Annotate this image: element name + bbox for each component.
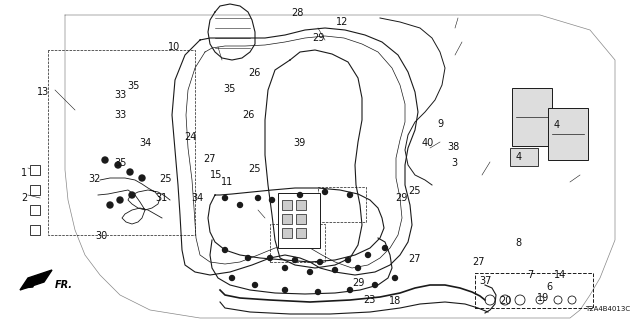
Circle shape	[246, 255, 250, 260]
Text: 30: 30	[95, 231, 108, 241]
Bar	[548, 108, 588, 160]
Text: 6: 6	[546, 282, 552, 292]
Circle shape	[333, 268, 337, 273]
Bar	[475, 273, 593, 308]
Text: 20: 20	[499, 296, 512, 307]
Bar	[30, 185, 40, 195]
Circle shape	[223, 196, 227, 201]
Circle shape	[348, 193, 353, 197]
Bar	[510, 148, 538, 166]
Text: 18: 18	[389, 296, 402, 307]
Circle shape	[127, 169, 133, 175]
Circle shape	[346, 258, 351, 262]
Circle shape	[139, 175, 145, 181]
Circle shape	[255, 196, 260, 201]
Circle shape	[355, 266, 360, 270]
Text: 7: 7	[527, 269, 533, 280]
Text: 26: 26	[248, 68, 261, 78]
Text: 25: 25	[159, 173, 172, 184]
Circle shape	[323, 189, 328, 195]
Text: 25: 25	[248, 164, 261, 174]
Circle shape	[268, 255, 273, 260]
Circle shape	[282, 287, 287, 292]
Circle shape	[107, 202, 113, 208]
Text: 24: 24	[184, 132, 197, 142]
Bar	[296, 200, 306, 210]
Circle shape	[316, 290, 321, 294]
Text: 13: 13	[37, 87, 50, 97]
Text: 33: 33	[114, 109, 127, 120]
Text: 25: 25	[408, 186, 421, 196]
Bar	[318, 187, 366, 222]
Circle shape	[237, 203, 243, 207]
Text: 33: 33	[114, 90, 127, 100]
Circle shape	[117, 197, 123, 203]
Bar	[512, 88, 552, 146]
Circle shape	[253, 283, 257, 287]
Circle shape	[292, 258, 298, 262]
Text: 4: 4	[554, 120, 560, 130]
Bar	[30, 165, 40, 175]
Text: 29: 29	[352, 278, 365, 288]
Bar	[296, 228, 306, 238]
Text: 26: 26	[242, 109, 255, 120]
Text: 1: 1	[21, 168, 28, 178]
Circle shape	[372, 283, 378, 287]
Text: 31: 31	[155, 193, 168, 203]
Text: 15: 15	[210, 170, 223, 180]
Circle shape	[115, 162, 121, 168]
Text: 19: 19	[536, 293, 549, 303]
Bar	[30, 225, 40, 235]
Circle shape	[365, 252, 371, 258]
Text: 28: 28	[291, 8, 304, 19]
Bar	[282, 228, 292, 238]
Bar	[282, 214, 292, 224]
Circle shape	[129, 192, 135, 198]
Polygon shape	[20, 270, 52, 290]
Bar	[282, 200, 292, 210]
Text: 9: 9	[437, 119, 444, 129]
Circle shape	[269, 197, 275, 203]
Circle shape	[392, 276, 397, 281]
Text: 4: 4	[515, 152, 522, 162]
Circle shape	[223, 247, 227, 252]
Circle shape	[383, 245, 387, 251]
Text: FR.: FR.	[55, 280, 73, 290]
Circle shape	[102, 157, 108, 163]
Text: 29: 29	[396, 193, 408, 203]
Text: 27: 27	[472, 257, 485, 267]
Circle shape	[230, 276, 234, 281]
Text: 39: 39	[293, 138, 306, 148]
Text: 27: 27	[408, 253, 421, 264]
Circle shape	[307, 269, 312, 275]
Text: 23: 23	[364, 295, 376, 305]
Bar	[296, 214, 306, 224]
Text: 2: 2	[21, 193, 28, 204]
Text: 34: 34	[191, 193, 204, 203]
Text: 27: 27	[204, 154, 216, 164]
Text: 35: 35	[114, 157, 127, 168]
Text: 38: 38	[447, 141, 460, 152]
Text: 35: 35	[223, 84, 236, 94]
Text: 10: 10	[168, 42, 180, 52]
Text: 32: 32	[88, 173, 101, 184]
Text: 40: 40	[421, 138, 434, 148]
Circle shape	[348, 287, 353, 292]
Text: 3: 3	[451, 158, 458, 168]
Text: 29: 29	[312, 33, 325, 43]
Circle shape	[282, 266, 287, 270]
Bar	[278, 193, 320, 248]
Text: 37: 37	[479, 276, 492, 286]
Text: 8: 8	[515, 237, 522, 248]
Text: 12: 12	[336, 17, 349, 27]
Text: T2A4B4013C: T2A4B4013C	[585, 306, 630, 312]
Text: 11: 11	[221, 177, 234, 187]
Circle shape	[317, 260, 323, 265]
Circle shape	[298, 193, 303, 197]
Bar	[30, 205, 40, 215]
Text: 14: 14	[554, 269, 566, 280]
Text: 35: 35	[127, 81, 140, 91]
Bar	[270, 224, 325, 262]
Text: 34: 34	[140, 138, 152, 148]
